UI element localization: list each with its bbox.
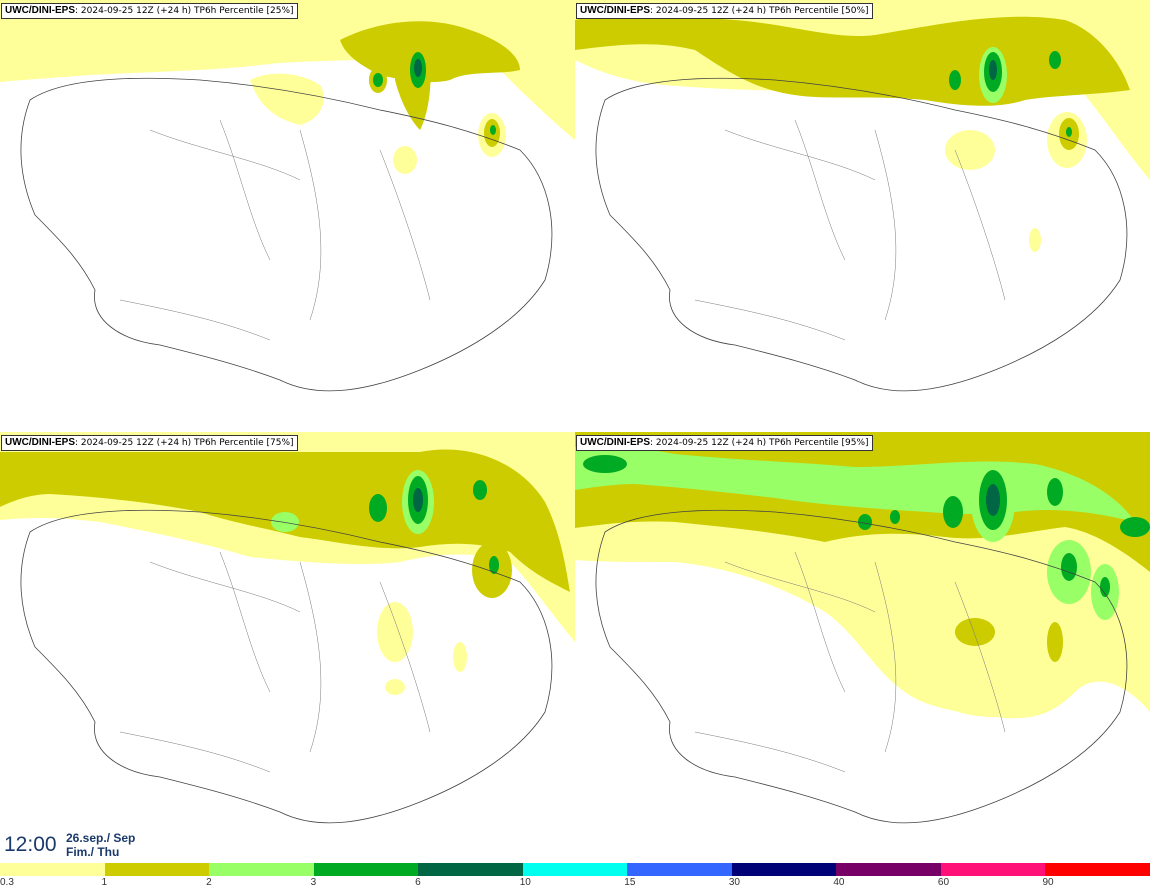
legend-swatch: [731, 863, 838, 876]
legend-swatch: [418, 863, 524, 876]
panel-title: UWC/DINI-EPS: 2024-09-25 12Z (+24 h) TP6…: [1, 3, 298, 19]
valid-date: 26.sep./ Sep Fim./ Thu: [66, 831, 135, 859]
legend-tick-label: 10: [519, 877, 531, 888]
precipitation-map: [0, 432, 575, 864]
precipitation-map: [0, 0, 575, 432]
legend-swatch: [209, 863, 315, 876]
valid-day-line: Fim./ Thu: [66, 845, 120, 859]
legend-swatch: [940, 863, 1047, 876]
legend-swatch: [522, 863, 629, 876]
map-panel-p25: UWC/DINI-EPS: 2024-09-25 12Z (+24 h) TP6…: [0, 0, 575, 432]
legend-swatch: [104, 863, 211, 876]
map-panel-p75: UWC/DINI-EPS: 2024-09-25 12Z (+24 h) TP6…: [0, 432, 575, 864]
legend-tick-label: 2: [206, 877, 212, 888]
map-panel-p95: UWC/DINI-EPS: 2024-09-25 12Z (+24 h) TP6…: [575, 432, 1150, 864]
legend-tick-label: 0.3: [0, 877, 14, 888]
panel-title: UWC/DINI-EPS: 2024-09-25 12Z (+24 h) TP6…: [1, 435, 298, 451]
legend-swatch: [627, 863, 733, 876]
legend-swatch: [836, 863, 942, 876]
legend-tick-label: 30: [728, 877, 740, 888]
legend-swatch: [0, 863, 106, 876]
panel-title: UWC/DINI-EPS: 2024-09-25 12Z (+24 h) TP6…: [576, 3, 873, 19]
panel-title: UWC/DINI-EPS: 2024-09-25 12Z (+24 h) TP6…: [576, 435, 873, 451]
legend-swatch: [313, 863, 420, 876]
legend-tick-label: 1: [101, 877, 108, 888]
precipitation-map: [575, 0, 1150, 432]
precipitation-color-legend: 0.3 1 2 3 6 10 15 30 40 60 90: [0, 863, 1150, 891]
precipitation-map: [575, 432, 1150, 864]
valid-time-box: 12:00 26.sep./ Sep Fim./ Thu: [0, 823, 150, 861]
legend-tick-label: 6: [415, 877, 421, 888]
map-panel-p50: UWC/DINI-EPS: 2024-09-25 12Z (+24 h) TP6…: [575, 0, 1150, 432]
legend-tick-label: 15: [624, 877, 636, 888]
legend-tick-label: 3: [310, 877, 317, 888]
legend-tick-label: 40: [833, 877, 845, 888]
valid-time: 12:00: [4, 833, 57, 856]
legend-tick-label: 60: [937, 877, 950, 888]
legend-swatch: [1045, 863, 1150, 876]
valid-date-line: 26.sep./ Sep: [66, 831, 136, 845]
legend-tick-label: 90: [1042, 877, 1054, 888]
